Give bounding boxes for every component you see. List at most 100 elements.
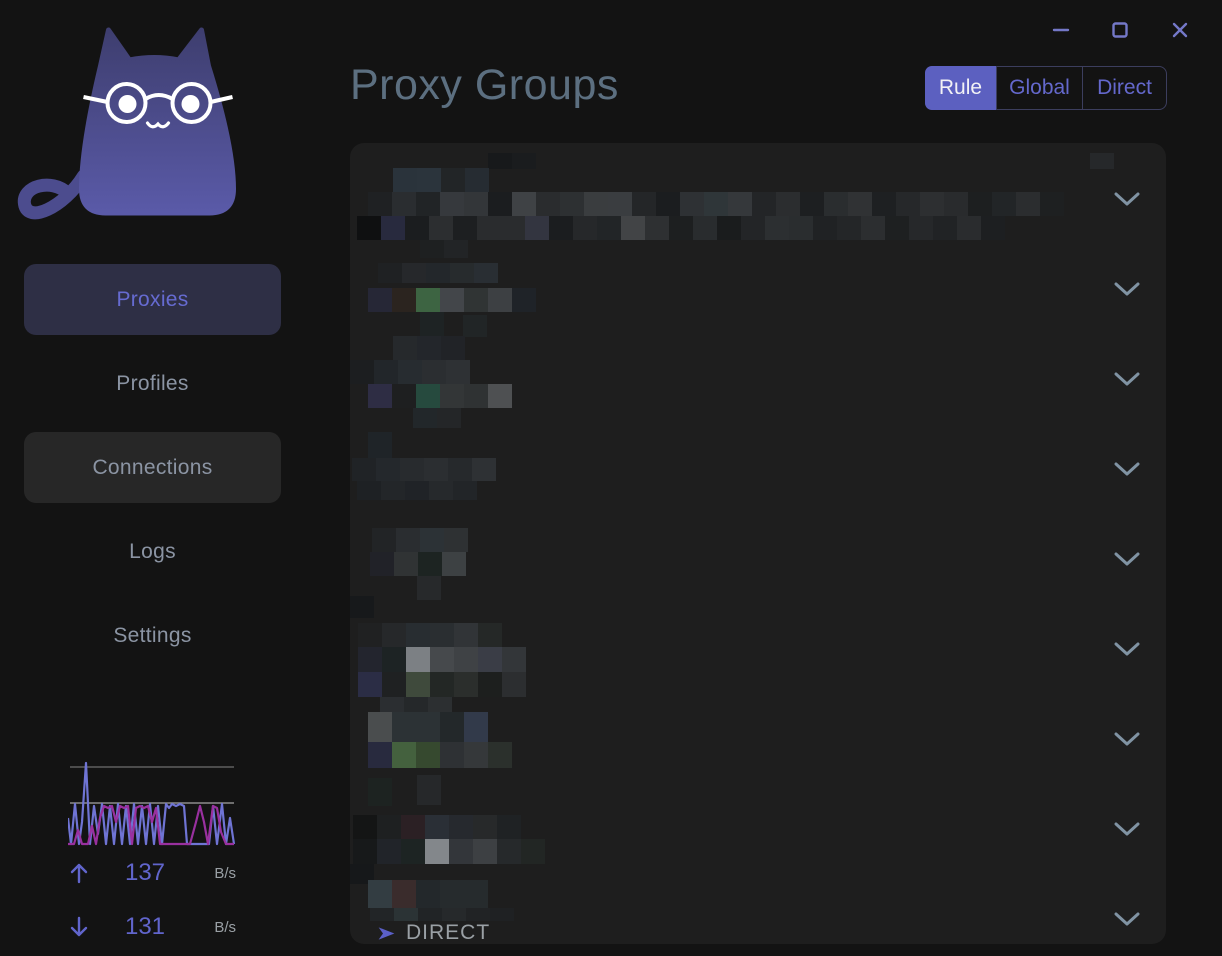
download-speed-row: 131 B/s: [68, 910, 236, 944]
chevron-down-icon: [1114, 642, 1140, 655]
censored-text-block: [350, 360, 470, 384]
close-button[interactable]: [1168, 18, 1192, 42]
group-expand-button-8[interactable]: [1112, 821, 1142, 841]
group-expand-button-1[interactable]: [1112, 191, 1142, 211]
group-expand-button-4[interactable]: [1112, 461, 1142, 481]
proxy-group-row-8[interactable]: [360, 787, 1156, 875]
censored-text-block: [420, 240, 468, 258]
censored-text-block: [368, 432, 392, 458]
proxy-group-row-9[interactable]: [360, 877, 1156, 944]
censored-text-block: [358, 672, 526, 697]
censored-text-block: [368, 880, 488, 908]
group-expand-button-6[interactable]: [1112, 641, 1142, 661]
minimize-button[interactable]: [1049, 18, 1073, 42]
censored-text-block: [420, 312, 444, 336]
censored-text-block: [372, 528, 468, 552]
censored-text-block: [413, 408, 461, 428]
censored-text-block: [417, 576, 441, 600]
censored-text-block: [463, 315, 487, 337]
mode-button-rule[interactable]: Rule: [925, 66, 996, 110]
traffic-graph: [68, 761, 236, 846]
traffic-speeds: 137 B/s 131 B/s: [68, 856, 236, 956]
upload-speed-row: 137 B/s: [68, 856, 236, 890]
proxy-group-row-2[interactable]: [360, 247, 1156, 335]
censored-text-block: [393, 168, 489, 192]
censored-text-block: [370, 908, 514, 921]
censored-text-block: [368, 192, 1064, 216]
chevron-down-icon: [1114, 552, 1140, 565]
proxy-group-row-6[interactable]: [360, 607, 1156, 695]
upload-speed-unit: B/s: [214, 864, 236, 882]
send-arrow-icon: [378, 926, 395, 940]
chevron-down-icon: [1114, 912, 1140, 925]
censored-text-block: [368, 742, 512, 768]
censored-text-block: [368, 384, 512, 408]
proxy-group-row-5[interactable]: [360, 517, 1156, 605]
censored-text-block: [368, 712, 488, 742]
sidebar-item-proxies[interactable]: Proxies: [24, 264, 281, 335]
cat-eye-left: [118, 95, 137, 113]
censored-text-block: [358, 647, 526, 672]
upload-arrow-icon: [70, 863, 88, 884]
cat-body: [79, 27, 236, 216]
censored-text-block: [393, 336, 465, 360]
maximize-button[interactable]: [1108, 18, 1132, 42]
censored-text-block: [380, 697, 452, 715]
chevron-down-icon: [1114, 372, 1140, 385]
proxy-group-row-1[interactable]: [360, 157, 1156, 245]
direct-label: DIRECT: [406, 921, 491, 944]
sidebar-item-logs[interactable]: Logs: [129, 539, 176, 563]
censored-text-block: [350, 864, 374, 884]
mode-button-direct[interactable]: Direct: [1082, 67, 1166, 109]
proxy-group-row-3[interactable]: [360, 337, 1156, 425]
censored-text-block: [357, 216, 1005, 240]
group-expand-button-7[interactable]: [1112, 731, 1142, 751]
page-title: Proxy Groups: [350, 61, 619, 109]
chevron-down-icon: [1114, 282, 1140, 295]
cat-tail: [17, 169, 90, 220]
proxy-group-row-4[interactable]: [360, 427, 1156, 515]
group-expand-button-9[interactable]: [1112, 911, 1142, 931]
maximize-icon: [1112, 22, 1128, 38]
censored-text-block: [353, 815, 521, 839]
sidebar-item-profiles[interactable]: Profiles: [116, 371, 189, 395]
censored-text-block: [368, 778, 392, 806]
proxy-groups-panel: DIRECT: [350, 143, 1166, 944]
chevron-down-icon: [1114, 462, 1140, 475]
direct-proxy-item[interactable]: DIRECT: [376, 921, 490, 944]
group-expand-button-2[interactable]: [1112, 281, 1142, 301]
sidebar-nav: Proxies Profiles Connections Logs Settings: [0, 264, 305, 684]
censored-text-block: [378, 263, 498, 283]
clash-cat-logo: [17, 27, 236, 220]
sidebar-item-connections[interactable]: Connections: [24, 432, 281, 503]
proxy-mode-switch: Rule Global Direct: [925, 66, 1167, 110]
mode-button-global[interactable]: Global: [996, 67, 1082, 109]
sidebar: Proxies Profiles Connections Logs Settings 1…: [0, 0, 305, 956]
chevron-down-icon: [1114, 822, 1140, 835]
censored-text-block: [488, 153, 536, 169]
close-icon: [1172, 22, 1188, 38]
minimize-icon: [1052, 28, 1070, 32]
traffic-line-upload: [68, 761, 236, 846]
censored-text-block: [368, 288, 536, 312]
censored-text-block: [350, 596, 374, 618]
censored-text-block: [353, 839, 545, 864]
proxy-group-row-7[interactable]: [360, 697, 1156, 785]
download-speed-value: 131: [124, 913, 166, 940]
censored-text-block: [417, 775, 441, 805]
traffic-line-download: [68, 804, 234, 846]
group-expand-button-3[interactable]: [1112, 371, 1142, 391]
censored-text-block: [1090, 153, 1114, 169]
sidebar-item-settings[interactable]: Settings: [113, 623, 192, 647]
censored-text-block: [357, 481, 477, 500]
censored-text-block: [358, 623, 502, 647]
chevron-down-icon: [1114, 192, 1140, 205]
download-speed-unit: B/s: [214, 918, 236, 936]
censored-text-block: [352, 458, 496, 481]
chevron-down-icon: [1114, 732, 1140, 745]
censored-text-block: [370, 552, 466, 576]
upload-speed-value: 137: [124, 859, 166, 886]
group-expand-button-5[interactable]: [1112, 551, 1142, 571]
cat-mouth: [145, 121, 171, 129]
cat-glasses: [83, 82, 233, 124]
